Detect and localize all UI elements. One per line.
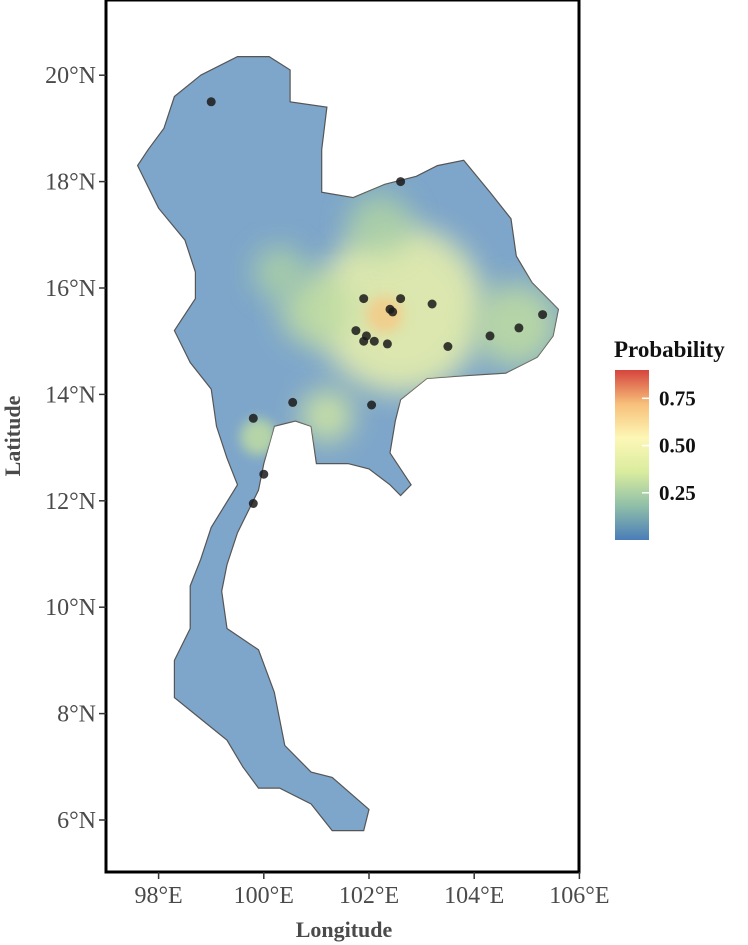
y-tick-label: 20°N — [45, 63, 96, 89]
legend-colorbar — [615, 370, 649, 540]
occurrence-point — [367, 400, 377, 410]
legend-tick-label: 0.50 — [659, 434, 696, 458]
x-tick-label: 98°E — [134, 883, 182, 909]
legend: Probability 0.25 0.50 0.75 — [614, 337, 725, 540]
occurrence-point — [369, 336, 379, 346]
probability-hotspot — [240, 418, 277, 456]
occurrence-point — [396, 294, 406, 304]
probability-hotspot — [300, 389, 354, 442]
y-tick-label: 14°N — [45, 382, 96, 408]
y-axis-title: Latitude — [0, 395, 25, 476]
x-tick-label: 100°E — [234, 883, 294, 909]
legend-ticks: 0.25 0.50 0.75 — [642, 386, 696, 505]
occurrence-point — [427, 299, 437, 309]
occurrence-point — [396, 177, 406, 187]
thailand-landmass — [136, 56, 560, 832]
occurrence-point — [388, 307, 398, 317]
x-tick-label: 102°E — [339, 883, 399, 909]
y-tick-label: 6°N — [57, 808, 96, 834]
occurrence-point — [514, 323, 524, 333]
x-axis: 98°E 100°E 102°E 104°E 106°E — [134, 872, 610, 909]
occurrence-point — [248, 499, 258, 508]
occurrence-point — [359, 336, 369, 346]
y-tick-label: 18°N — [45, 170, 96, 196]
y-axis: 6°N 8°N 10°N 12°N 14°N 16°N 18°N 20°N — [45, 63, 106, 834]
probability-hotspot — [279, 272, 354, 347]
y-tick-label: 16°N — [45, 276, 96, 302]
legend-tick-label: 0.75 — [659, 386, 696, 410]
occurrence-point — [359, 294, 369, 304]
occurrence-point — [485, 331, 495, 341]
y-tick-label: 10°N — [45, 595, 96, 621]
legend-title: Probability — [614, 337, 725, 362]
occurrence-point — [538, 310, 548, 320]
y-tick-label: 12°N — [45, 489, 96, 515]
occurrence-point — [443, 342, 453, 351]
legend-tick-label: 0.25 — [659, 481, 696, 505]
occurrence-point — [288, 397, 298, 407]
x-tick-label: 106°E — [549, 883, 609, 909]
occurrence-point — [382, 339, 392, 349]
occurrence-point — [206, 97, 216, 107]
probability-hotspot — [366, 296, 404, 333]
y-tick-label: 8°N — [57, 702, 96, 728]
occurrence-points — [206, 97, 548, 508]
occurrence-point — [259, 469, 269, 479]
x-tick-label: 104°E — [444, 883, 504, 909]
occurrence-point — [248, 413, 258, 423]
probability-hotspot — [347, 192, 412, 256]
probability-hotspot — [253, 245, 306, 299]
probability-surface — [240, 192, 559, 456]
occurrence-point — [351, 326, 361, 336]
x-axis-title: Longitude — [296, 917, 393, 942]
